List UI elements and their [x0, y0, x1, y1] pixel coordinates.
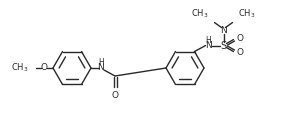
- Text: S: S: [221, 40, 227, 50]
- Text: O: O: [237, 34, 244, 43]
- Text: N: N: [205, 41, 212, 50]
- Text: CH$_3$: CH$_3$: [238, 7, 256, 20]
- Text: H: H: [206, 36, 211, 45]
- Text: O: O: [112, 91, 118, 100]
- Text: O: O: [41, 63, 48, 72]
- Text: H: H: [98, 58, 104, 67]
- Text: CH$_3$: CH$_3$: [191, 7, 208, 20]
- Text: N: N: [220, 26, 227, 35]
- Text: O: O: [237, 48, 244, 57]
- Text: CH$_3$: CH$_3$: [12, 62, 29, 74]
- Text: N: N: [98, 63, 104, 72]
